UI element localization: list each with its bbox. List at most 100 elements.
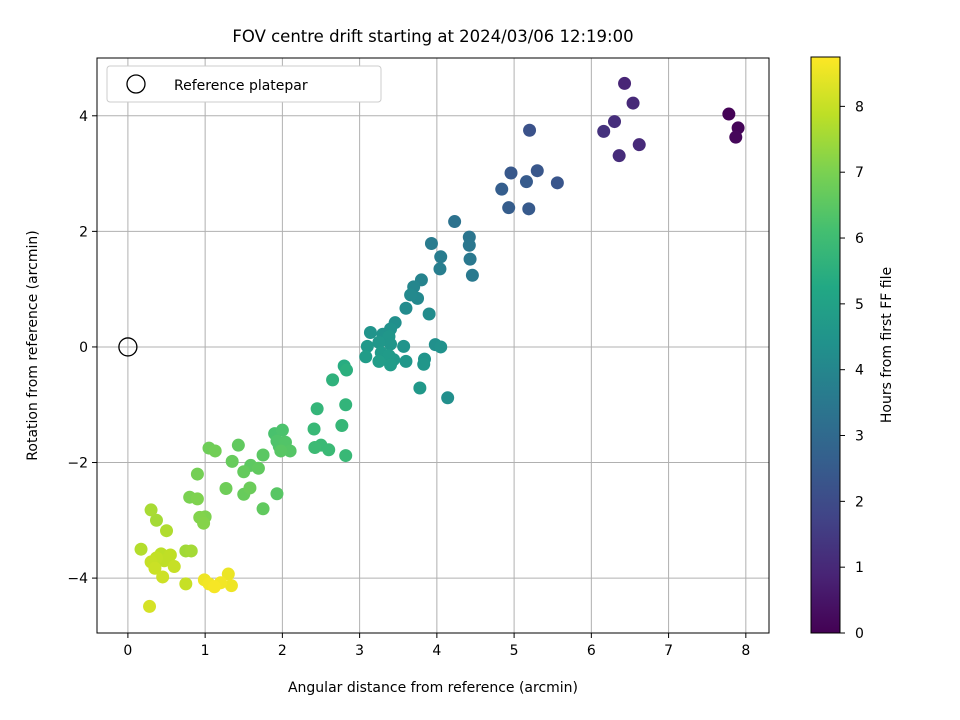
colorbar-tick-label: 2 xyxy=(855,494,864,510)
colorbar-tick-label: 8 xyxy=(855,99,864,115)
data-point xyxy=(156,570,170,584)
data-point xyxy=(434,250,448,264)
data-point xyxy=(231,438,245,452)
data-point xyxy=(433,262,447,276)
colorbar-ticks: 0 1 2 3 4 5 6 7 8 xyxy=(840,99,864,642)
x-tick-label: 6 xyxy=(587,643,596,659)
data-point xyxy=(523,123,537,137)
colorbar-tick-label: 7 xyxy=(855,165,864,181)
data-point xyxy=(384,337,398,351)
data-point xyxy=(190,467,204,481)
data-point xyxy=(495,182,509,196)
data-point xyxy=(463,252,477,266)
data-point xyxy=(550,176,564,190)
y-tick-label: 2 xyxy=(79,224,88,240)
data-point xyxy=(144,503,158,517)
y-tick-label: −4 xyxy=(67,571,88,587)
data-point xyxy=(626,96,640,110)
data-point xyxy=(148,561,162,575)
x-tick-label: 8 xyxy=(741,643,750,659)
data-point xyxy=(184,544,198,558)
data-point xyxy=(417,357,431,371)
chart-title: FOV centre drift starting at 2024/03/06 … xyxy=(232,27,633,46)
y-tick-label: 4 xyxy=(79,109,88,125)
data-point xyxy=(256,448,270,462)
data-point xyxy=(530,164,544,178)
colorbar-tick-label: 1 xyxy=(855,560,864,576)
y-tick-label: 0 xyxy=(79,340,88,356)
colorbar-tick-label: 5 xyxy=(855,297,864,313)
data-point xyxy=(326,373,340,387)
data-point xyxy=(167,560,181,574)
data-point xyxy=(519,175,533,189)
data-point xyxy=(722,107,736,121)
reference-platepar-marker xyxy=(118,337,138,357)
colorbar-tick-label: 6 xyxy=(855,231,864,247)
data-point xyxy=(208,444,222,458)
colorbar-gradient xyxy=(810,56,841,634)
x-axis-ticks: 0 1 2 3 4 5 6 7 8 xyxy=(123,633,750,659)
data-point xyxy=(307,422,321,436)
data-point xyxy=(243,481,257,495)
x-tick-label: 0 xyxy=(123,643,132,659)
data-point xyxy=(729,130,743,144)
x-tick-label: 3 xyxy=(355,643,364,659)
legend-entry-reference: Reference platepar xyxy=(174,78,308,94)
data-point xyxy=(322,443,336,457)
plot-area-frame xyxy=(96,57,770,634)
data-point xyxy=(237,465,251,479)
data-point xyxy=(399,354,413,368)
data-point xyxy=(149,513,163,527)
data-point xyxy=(339,363,353,377)
data-point xyxy=(632,138,646,152)
scatter-points xyxy=(134,76,745,613)
legend: Reference platepar xyxy=(106,65,382,103)
data-point xyxy=(283,444,297,458)
data-point xyxy=(462,238,476,252)
data-point xyxy=(502,201,516,215)
data-point xyxy=(413,381,427,395)
data-point xyxy=(207,580,221,594)
data-point xyxy=(339,398,353,412)
data-point xyxy=(310,402,324,416)
legend-reference-icon xyxy=(126,74,146,94)
data-point xyxy=(160,524,174,538)
colorbar: 0 1 2 3 4 5 6 7 8 Hours from first FF file xyxy=(810,56,895,642)
data-point xyxy=(308,440,322,454)
x-axis-label: Angular distance from reference (arcmin) xyxy=(288,680,578,696)
data-point xyxy=(360,339,374,353)
data-point xyxy=(424,237,438,251)
data-point xyxy=(465,268,479,282)
data-point xyxy=(221,567,235,581)
data-point xyxy=(224,579,238,593)
data-point xyxy=(225,454,239,468)
data-point xyxy=(219,482,233,496)
data-point xyxy=(434,340,448,354)
data-point xyxy=(179,577,193,591)
y-axis-ticks: −4 −2 0 2 4 xyxy=(67,109,97,587)
data-point xyxy=(270,487,284,501)
data-point xyxy=(372,354,386,368)
data-point xyxy=(597,124,611,138)
data-point xyxy=(251,461,265,475)
x-tick-label: 5 xyxy=(510,643,519,659)
y-tick-label: −2 xyxy=(67,456,88,472)
data-point xyxy=(399,301,413,315)
data-point xyxy=(384,358,398,372)
data-point xyxy=(190,492,204,506)
colorbar-tick-label: 3 xyxy=(855,429,864,445)
data-point xyxy=(256,502,270,516)
data-point xyxy=(504,166,518,180)
data-point xyxy=(612,149,626,163)
data-point xyxy=(363,325,377,339)
data-point xyxy=(143,599,157,613)
data-point xyxy=(359,350,373,364)
colorbar-label: Hours from first FF file xyxy=(879,267,895,423)
colorbar-tick-label: 0 xyxy=(855,626,864,642)
y-axis-label: Rotation from reference (arcmin) xyxy=(25,230,41,460)
data-point xyxy=(618,76,632,90)
data-point xyxy=(608,115,622,129)
x-tick-label: 2 xyxy=(278,643,287,659)
data-point xyxy=(134,542,148,556)
